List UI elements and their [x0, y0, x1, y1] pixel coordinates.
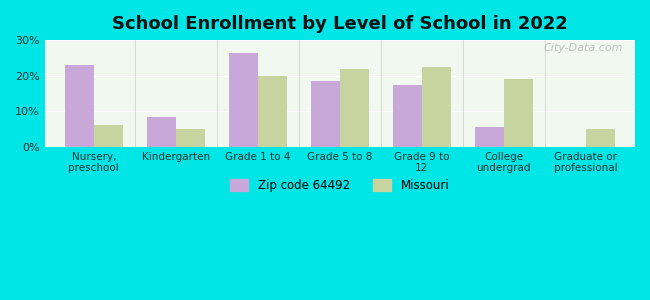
Legend: Zip code 64492, Missouri: Zip code 64492, Missouri — [226, 174, 454, 196]
Text: City-Data.com: City-Data.com — [543, 43, 623, 53]
Bar — [311, 81, 340, 147]
Bar — [94, 125, 122, 147]
Bar — [65, 65, 94, 147]
Bar — [504, 79, 532, 147]
Bar — [393, 85, 422, 147]
Bar — [229, 52, 258, 147]
Bar — [176, 129, 205, 147]
Bar — [258, 76, 287, 147]
Bar — [147, 117, 176, 147]
Bar — [340, 69, 369, 147]
Bar — [422, 67, 450, 147]
Bar — [586, 129, 614, 147]
Bar — [475, 127, 504, 147]
Title: School Enrollment by Level of School in 2022: School Enrollment by Level of School in … — [112, 15, 567, 33]
